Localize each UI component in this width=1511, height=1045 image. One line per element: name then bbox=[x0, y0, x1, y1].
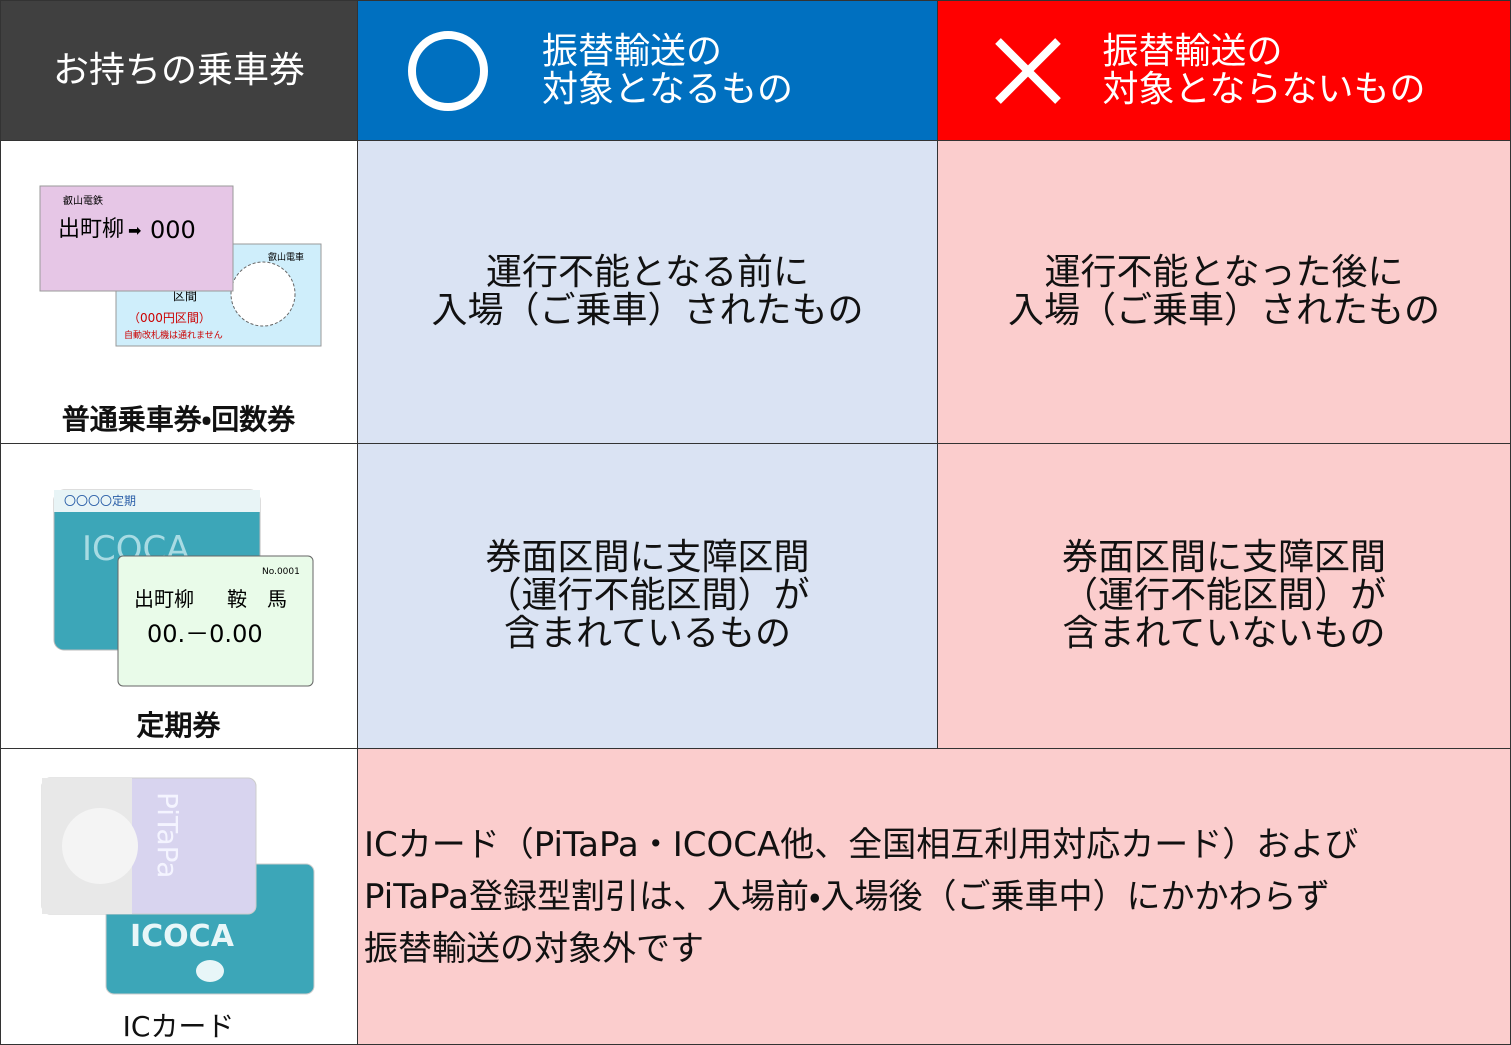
text-line: （運行不能区間）が bbox=[485, 575, 810, 616]
ticket-text: 000 bbox=[150, 216, 196, 244]
not-eligible-cell: 券面区間に支障区間 （運行不能区間）が 含まれていないもの bbox=[937, 443, 1511, 749]
header-text: お持ちの乗車券 bbox=[52, 49, 305, 91]
ticket-text: 自動改札機は通れません bbox=[124, 329, 223, 341]
circle-icon bbox=[408, 31, 488, 111]
ticket-text: 出町柳 bbox=[58, 217, 124, 242]
ticket-illustration: 叡山電車 区間 （000円区間） 自動改札機は通れません 叡山電鉄 出町柳 ➡ … bbox=[39, 185, 322, 347]
pass-text: 00.－0.00 bbox=[147, 620, 263, 648]
ticket-text: 叡山電鉄 bbox=[63, 194, 103, 207]
text-line: 券面区間に支障区間 bbox=[485, 537, 810, 578]
text-line: 入場（ご乗車）されたもの bbox=[431, 290, 864, 331]
pass-illustration: 〇〇〇〇定期 ICOCA No.0001 出町柳 鞍 馬 00.－0.00 bbox=[53, 489, 314, 687]
text-line: 振替輸送の対象外です bbox=[364, 928, 704, 969]
pass-text: 鞍 馬 bbox=[227, 587, 287, 611]
text-line: 振替輸送の bbox=[1102, 30, 1283, 72]
text-line: 入場（ご乗車）されたもの bbox=[1007, 290, 1440, 331]
note-cell: ICカード（PiTaPa・ICOCA他、全国相互利用対応カード）および PiTa… bbox=[357, 748, 1511, 1045]
text-line: 含まれているもの bbox=[504, 613, 791, 654]
text-line: 券面区間に支障区間 bbox=[1061, 537, 1386, 578]
header-text: 振替輸送の 対象とならないもの bbox=[1102, 30, 1426, 110]
pass-text: No.0001 bbox=[262, 567, 300, 577]
eligible-cell: 券面区間に支障区間 （運行不能区間）が 含まれているもの bbox=[357, 443, 938, 749]
ticket-text: 叡山電車 bbox=[268, 251, 304, 263]
text-line: 運行不能となった後に bbox=[1044, 252, 1404, 293]
ticket-text: （000円区間） bbox=[128, 311, 211, 325]
header-cell: お持ちの乗車券 bbox=[0, 0, 358, 141]
pass-text: 出町柳 bbox=[134, 587, 194, 611]
text-line: 対象とならないもの bbox=[1102, 68, 1426, 110]
header-text: 振替輸送の 対象となるもの bbox=[542, 30, 793, 110]
text-line: 振替輸送の bbox=[542, 30, 723, 72]
row-label: 普通乗車券・回数券 bbox=[61, 403, 296, 436]
text-line: 運行不能となる前に bbox=[486, 252, 809, 293]
ic-text: ICOCA bbox=[130, 919, 235, 954]
ic-text: PiTaPa bbox=[151, 792, 184, 878]
header-cell: 振替輸送の 対象となるもの bbox=[357, 0, 938, 141]
text-line: （運行不能区間）が bbox=[1061, 575, 1386, 616]
svg-text:➡: ➡ bbox=[128, 221, 141, 240]
cross-icon bbox=[995, 38, 1061, 104]
header-cell: 振替輸送の 対象とならないもの bbox=[937, 0, 1511, 141]
pass-text: 〇〇〇〇定期 bbox=[64, 494, 136, 508]
text-line: 含まれていないもの bbox=[1062, 613, 1386, 654]
ic-illustration: ICOCA PiTaPa bbox=[41, 777, 315, 995]
not-eligible-cell: 運行不能となった後に 入場（ご乗車）されたもの bbox=[937, 140, 1511, 444]
row-label: 定期券 bbox=[136, 709, 221, 742]
text-line: PiTaPa登録型割引は、入場前・入場後（ご乗車中）にかかわらず bbox=[364, 876, 1330, 917]
ticket-text: 区間 bbox=[173, 289, 197, 303]
row-label: ICカード bbox=[122, 1010, 235, 1043]
text-line: ICカード（PiTaPa・ICOCA他、全国相互利用対応カード）および bbox=[364, 824, 1359, 865]
text-line: 対象となるもの bbox=[542, 68, 793, 110]
eligible-cell: 運行不能となる前に 入場（ご乗車）されたもの bbox=[357, 140, 938, 444]
